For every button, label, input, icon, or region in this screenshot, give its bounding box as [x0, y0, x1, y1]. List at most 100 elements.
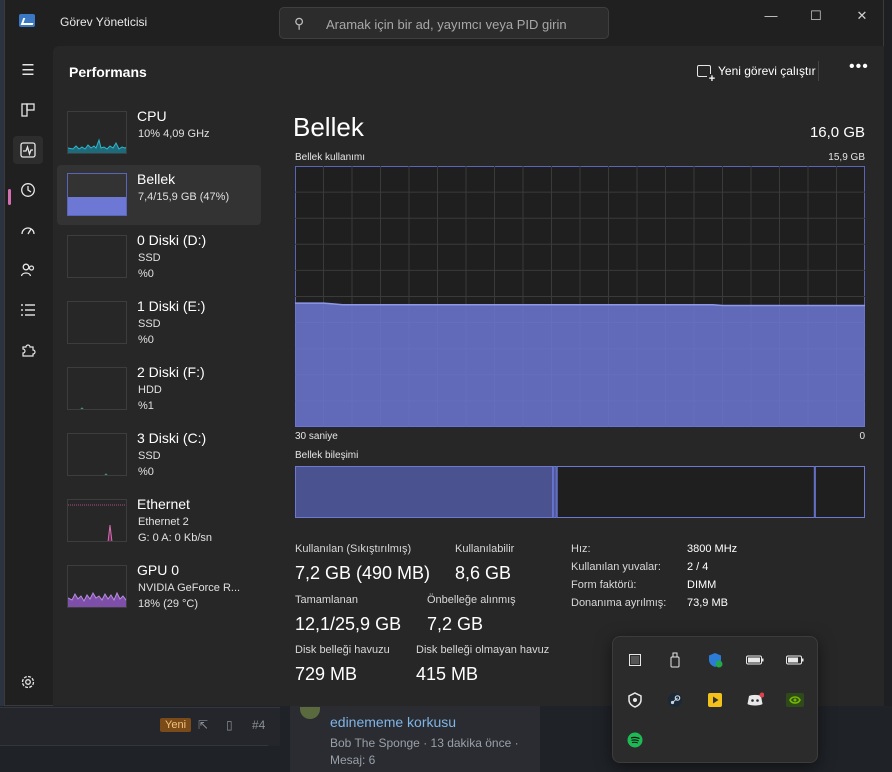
users-icon[interactable]: [13, 256, 43, 284]
tray-overflow-popup: [612, 636, 818, 763]
search-input[interactable]: [324, 8, 608, 40]
device-detail: SSD: [138, 252, 161, 264]
memory-usage-label: Bellek kullanımı: [295, 152, 366, 163]
minimize-button[interactable]: —: [764, 8, 778, 23]
forum-thread-card[interactable]: [290, 706, 540, 772]
processes-icon[interactable]: [13, 96, 43, 124]
title-bar[interactable]: Görev Yöneticisi ⚲ — ☐ ✕: [5, 0, 885, 46]
close-button[interactable]: ✕: [856, 8, 868, 23]
form-factor-label: Form faktörü:: [571, 579, 637, 591]
app-history-icon[interactable]: [13, 176, 43, 204]
windows-security-icon[interactable]: [703, 648, 727, 672]
avatar: [300, 707, 320, 719]
memory-title: Bellek: [293, 112, 364, 142]
composition-segment-in-use[interactable]: [295, 466, 554, 518]
hardware-reserved-label: Donanıma ayrılmış:: [571, 597, 667, 609]
run-new-task-button[interactable]: Yeni görevi çalıştır: [697, 64, 816, 84]
forum-thread-meta: Bob The Sponge · 13 dakika önce ·: [330, 736, 519, 750]
device-name: 2 Diski (F:): [137, 364, 205, 380]
available-value: 8,6 GB: [455, 563, 512, 583]
in-use-value: 7,2 GB (490 MB): [295, 563, 431, 583]
startup-apps-icon[interactable]: [13, 216, 43, 244]
usb-device-icon[interactable]: [623, 648, 647, 672]
device-usage: %0: [138, 334, 154, 346]
memory-total: 16,0 GB: [809, 124, 865, 141]
steam-icon[interactable]: [663, 688, 687, 712]
nvidia-icon[interactable]: [783, 688, 807, 712]
battery-icon[interactable]: [743, 648, 767, 672]
battery-icon[interactable]: [783, 648, 807, 672]
performance-icon[interactable]: [13, 136, 43, 164]
details-icon[interactable]: [13, 296, 43, 324]
chart-axis-left-label: 30 saniye: [295, 431, 338, 442]
paged-pool-label: Disk belleği havuzu: [295, 644, 390, 656]
device-item-disk-1[interactable]: 1 Diski (E:) SSD %0: [57, 298, 261, 358]
post-number[interactable]: #4: [252, 718, 266, 732]
device-usage: 18% (29 °C): [138, 598, 199, 610]
settings-icon[interactable]: [13, 668, 43, 696]
page-title: Performans: [69, 64, 147, 80]
device-usage: %0: [138, 466, 154, 478]
nav-rail: ☰: [5, 46, 53, 706]
device-detail: NVIDIA GeForce R...: [138, 582, 241, 594]
device-name: Bellek: [137, 171, 176, 187]
device-usage: G: 0 A: 0 Kb/sn: [138, 532, 212, 544]
forum-thread-message-count: Mesaj: 6: [330, 753, 376, 767]
composition-segment-free[interactable]: [814, 466, 865, 518]
device-item-ethernet[interactable]: Ethernet Ethernet 2 G: 0 A: 0 Kb/sn: [57, 496, 261, 556]
in-use-label: Kullanılan (Sıkıştırılmış): [295, 543, 412, 555]
more-options-button[interactable]: •••: [849, 58, 869, 75]
device-detail: HDD: [138, 384, 162, 396]
potplayer-icon[interactable]: [703, 688, 727, 712]
vpn-shield-icon[interactable]: [623, 688, 647, 712]
device-item-cpu[interactable]: CPU 10% 4,09 GHz: [57, 108, 261, 168]
spotify-icon[interactable]: [623, 728, 647, 752]
composition-segment-standby[interactable]: [556, 466, 815, 518]
memory-thumbnail: [67, 173, 127, 216]
device-detail: SSD: [138, 450, 161, 462]
device-item-disk-2[interactable]: 2 Diski (F:) HDD %1: [57, 364, 261, 424]
device-detail: 7,4/15,9 GB (47%): [138, 191, 230, 203]
device-usage: %1: [138, 400, 154, 412]
non-paged-pool-label: Disk belleği olmayan havuz: [416, 644, 550, 656]
device-item-memory[interactable]: Bellek 7,4/15,9 GB (47%): [57, 165, 261, 225]
chart-axis-right-label: 0: [859, 431, 865, 442]
background-window: [0, 0, 6, 772]
device-name: 1 Diski (E:): [137, 298, 206, 314]
maximize-button[interactable]: ☐: [810, 8, 822, 23]
task-manager-icon: [19, 14, 35, 27]
divider: [0, 745, 268, 746]
new-task-icon: [697, 65, 717, 84]
device-name: 3 Diski (C:): [137, 430, 207, 446]
device-item-disk-0[interactable]: 0 Diski (D:) SSD %0: [57, 232, 261, 292]
memory-composition-label: Bellek bileşimi: [295, 450, 359, 461]
composition-segment-modified[interactable]: [553, 466, 557, 518]
divider: [818, 61, 819, 81]
services-icon[interactable]: [13, 336, 43, 364]
memory-usage-max: 15,9 GB: [828, 152, 865, 163]
committed-label: Tamamlanan: [295, 594, 358, 606]
window-title: Görev Yöneticisi: [60, 15, 148, 29]
memory-composition-chart: [295, 466, 865, 518]
share-icon[interactable]: ⇱: [198, 718, 209, 732]
slots-label: Kullanılan yuvalar:: [571, 561, 661, 573]
run-new-task-label: Yeni görevi çalıştır: [718, 64, 816, 78]
forum-thread-title[interactable]: edinememe korkusu: [330, 714, 457, 730]
new-badge: Yeni: [160, 718, 192, 732]
ethernet-thumbnail: [67, 499, 127, 542]
committed-value: 12,1/25,9 GB: [295, 614, 402, 634]
disk-thumbnail: [67, 301, 127, 344]
discord-icon[interactable]: [743, 688, 767, 712]
device-item-gpu[interactable]: GPU 0 NVIDIA GeForce R... 18% (29 °C): [57, 562, 261, 622]
search-box[interactable]: ⚲: [279, 7, 609, 40]
bookmark-icon[interactable]: ▯: [226, 718, 233, 732]
task-manager-window: Görev Yöneticisi ⚲ — ☐ ✕ ☰: [4, 0, 884, 706]
available-label: Kullanılabilir: [455, 543, 515, 555]
disk-thumbnail: [67, 367, 127, 410]
speed-label: Hız:: [571, 543, 591, 555]
usb-drive-icon[interactable]: [663, 648, 687, 672]
device-name: GPU 0: [137, 562, 180, 578]
device-item-disk-3[interactable]: 3 Diski (C:) SSD %0: [57, 430, 261, 490]
cpu-thumbnail: [67, 111, 127, 154]
hamburger-menu-icon[interactable]: ☰: [21, 62, 35, 79]
